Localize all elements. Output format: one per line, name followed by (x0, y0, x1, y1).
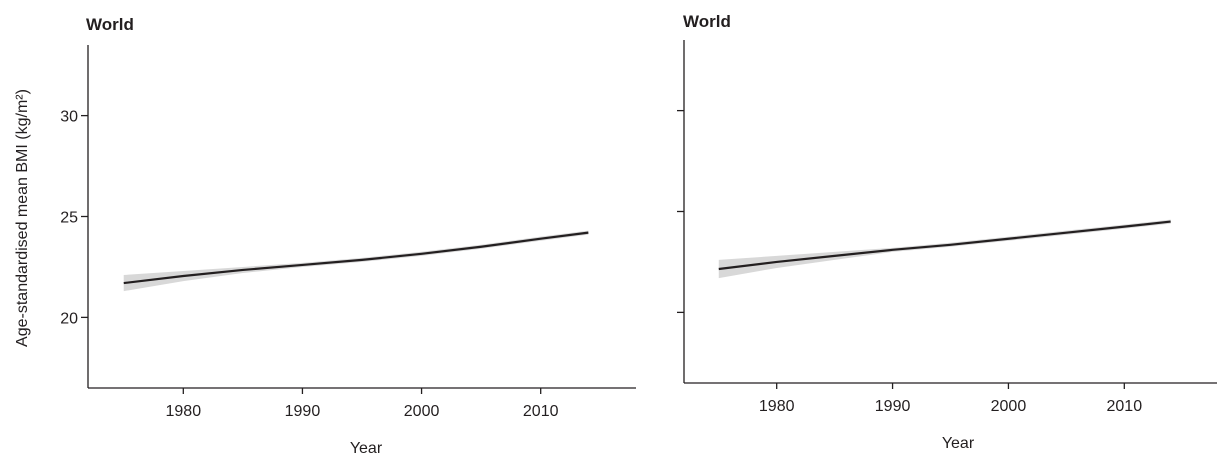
series-line (123, 231, 589, 285)
y-tick-label: 30 (60, 109, 78, 126)
y-axis-label: Age-standardised mean BMI (kg/m²) (14, 89, 31, 347)
chart-title: World (86, 15, 134, 34)
chart-title: World (683, 12, 731, 31)
x-tick-label: 2000 (404, 403, 440, 420)
chart-panel-right: World Year 1980 1990 2000 2010 (677, 12, 1217, 452)
y-tick-label: 25 (60, 210, 78, 227)
x-tick-label: 1990 (285, 403, 321, 420)
x-tick-label: 1990 (875, 398, 911, 415)
x-axis-label: Year (942, 435, 975, 452)
x-tick-label: 1980 (166, 403, 202, 420)
x-tick-label: 2000 (991, 398, 1027, 415)
x-tick-label: 1980 (759, 398, 795, 415)
series-line (718, 220, 1171, 271)
x-axis-label: Year (350, 440, 383, 457)
x-tick-label: 2010 (523, 403, 559, 420)
chart-panel-left: World Age-standardised mean BMI (kg/m²) … (14, 15, 636, 457)
x-tick-label: 2010 (1107, 398, 1143, 415)
y-tick-label: 20 (60, 310, 78, 327)
